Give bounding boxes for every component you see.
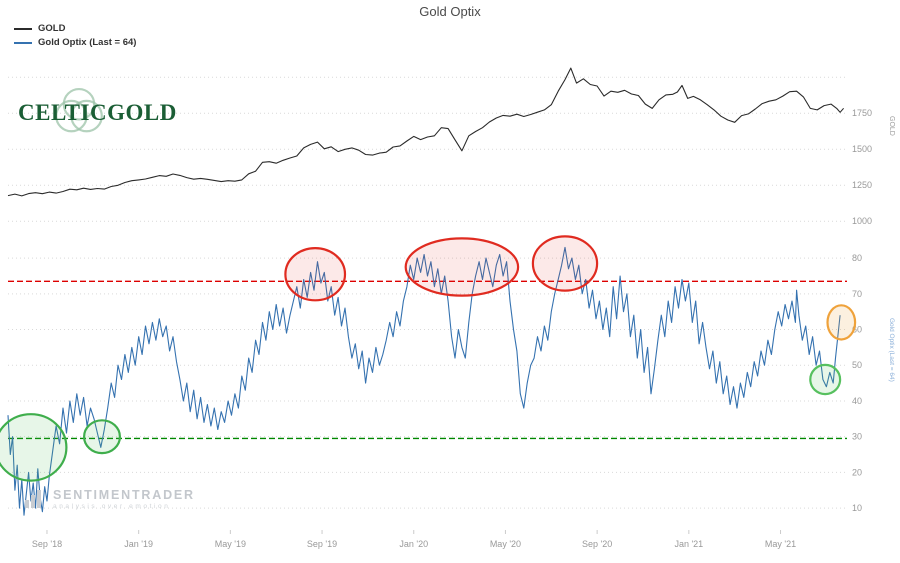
annotation-oversold-jul-2021 bbox=[809, 363, 842, 396]
y-tick-label: 80 bbox=[852, 253, 862, 263]
y-tick-label: 1250 bbox=[852, 180, 872, 190]
x-tick-label: Sep '18 bbox=[32, 539, 62, 549]
gold-series-swatch bbox=[14, 27, 32, 30]
celticgold-logo-text: CELTICGOLD bbox=[18, 100, 177, 125]
y-tick-label: 10 bbox=[852, 503, 862, 513]
x-tick-label: May '21 bbox=[765, 539, 796, 549]
y-tick-label: 60 bbox=[852, 325, 862, 335]
legend-item-optix[interactable]: Gold Optix (Last = 64) bbox=[14, 37, 136, 48]
x-tick-label: May '20 bbox=[490, 539, 521, 549]
annotation-overbought-sep-2019 bbox=[284, 247, 347, 302]
y-tick-label: 40 bbox=[852, 396, 862, 406]
annotation-overbought-aug-2020 bbox=[531, 235, 599, 292]
watermark-title: SENTIMENTRADER bbox=[53, 488, 195, 502]
annotation-overbought-q1-2020 bbox=[404, 237, 520, 297]
series[interactable] bbox=[7, 67, 845, 516]
x-tick-label: Jan '21 bbox=[674, 539, 703, 549]
annotations bbox=[0, 235, 857, 482]
celticgold-logo: CELTICGOLD bbox=[18, 87, 177, 138]
y-tick-label: 1000 bbox=[852, 216, 872, 226]
optix-line[interactable] bbox=[7, 246, 841, 516]
x-tick-label: Jan '20 bbox=[399, 539, 428, 549]
sentimentrader-watermark: SENTIMENTRADER analysis over emotion bbox=[22, 487, 195, 511]
threshold-lines bbox=[8, 280, 847, 440]
annotation-oversold-nov-2018 bbox=[82, 419, 121, 455]
gold-price-line[interactable] bbox=[7, 67, 845, 197]
optix-axis-label: Gold Optix (Last = 64) bbox=[888, 318, 895, 382]
x-tick-label: Sep '19 bbox=[307, 539, 337, 549]
gold-axis-label: GOLD bbox=[888, 116, 895, 136]
legend-label-optix: Gold Optix (Last = 64) bbox=[38, 37, 137, 48]
x-tick-label: Jan '19 bbox=[124, 539, 153, 549]
x-axis: Sep '18 Jan '19 May '19 Sep '19 Jan '20 May '… bbox=[32, 530, 796, 549]
legend-item-gold[interactable]: GOLD bbox=[14, 23, 136, 34]
watermark-text: SENTIMENTRADER analysis over emotion bbox=[53, 488, 195, 510]
legend: GOLD Gold Optix (Last = 64) bbox=[14, 23, 136, 51]
y-tick-label: 1500 bbox=[852, 144, 872, 154]
sentimentrader-logo-icon bbox=[25, 490, 41, 508]
y-tick-label: 20 bbox=[852, 467, 862, 477]
watermark-subtitle: analysis over emotion bbox=[53, 503, 171, 510]
chart-title: Gold Optix bbox=[419, 4, 481, 19]
celtic-knot-icon bbox=[55, 87, 103, 133]
optix-series-swatch bbox=[14, 41, 32, 44]
y-tick-label: 70 bbox=[852, 289, 862, 299]
legend-label-gold: GOLD bbox=[38, 23, 66, 34]
annotation-current-reading bbox=[826, 304, 857, 341]
x-tick-label: May '19 bbox=[215, 539, 246, 549]
annotation-oversold-sep-2018 bbox=[0, 413, 68, 482]
y-tick-label: 1750 bbox=[852, 108, 872, 118]
gridlines: 1750 1500 1250 1000 80 70 60 50 40 30 20 10 bbox=[8, 76, 872, 513]
x-tick-label: Sep '20 bbox=[582, 539, 612, 549]
y-tick-label: 30 bbox=[852, 432, 862, 442]
y-tick-label: 50 bbox=[852, 360, 862, 370]
